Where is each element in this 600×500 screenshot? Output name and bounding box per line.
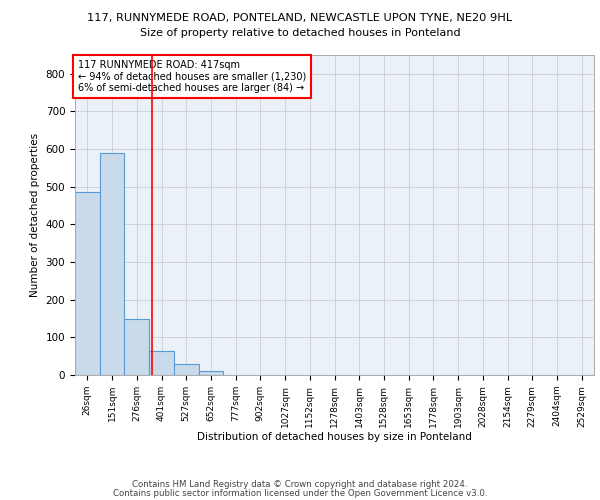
Bar xyxy=(100,152,124,375)
Text: Size of property relative to detached houses in Ponteland: Size of property relative to detached ho… xyxy=(140,28,460,38)
Bar xyxy=(174,364,199,375)
Text: Contains HM Land Registry data © Crown copyright and database right 2024.: Contains HM Land Registry data © Crown c… xyxy=(132,480,468,489)
Text: Contains public sector information licensed under the Open Government Licence v3: Contains public sector information licen… xyxy=(113,488,487,498)
Bar xyxy=(124,318,149,375)
Y-axis label: Number of detached properties: Number of detached properties xyxy=(30,133,40,297)
Bar xyxy=(199,371,223,375)
Bar xyxy=(149,350,174,375)
X-axis label: Distribution of detached houses by size in Ponteland: Distribution of detached houses by size … xyxy=(197,432,472,442)
Bar xyxy=(75,192,100,375)
Text: 117 RUNNYMEDE ROAD: 417sqm
← 94% of detached houses are smaller (1,230)
6% of se: 117 RUNNYMEDE ROAD: 417sqm ← 94% of deta… xyxy=(77,60,306,93)
Text: 117, RUNNYMEDE ROAD, PONTELAND, NEWCASTLE UPON TYNE, NE20 9HL: 117, RUNNYMEDE ROAD, PONTELAND, NEWCASTL… xyxy=(88,12,512,22)
